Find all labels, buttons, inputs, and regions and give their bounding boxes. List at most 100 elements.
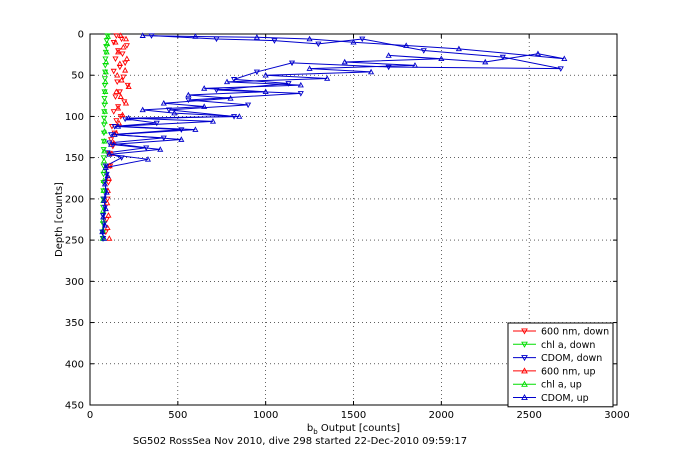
data-point <box>123 43 130 49</box>
data-point <box>297 81 304 88</box>
data-point <box>178 136 185 142</box>
data-point <box>102 163 109 170</box>
data-point <box>178 127 185 133</box>
legend-label: CDOM, down <box>541 353 602 364</box>
data-point <box>100 187 107 193</box>
data-point <box>117 32 124 38</box>
data-point <box>115 48 122 55</box>
data-point <box>113 33 120 39</box>
data-point <box>253 34 260 40</box>
legend-marker <box>521 367 528 374</box>
data-point <box>110 39 117 46</box>
data-point <box>534 50 542 57</box>
data-point <box>420 48 427 54</box>
data-point <box>122 35 130 42</box>
data-point <box>106 151 113 157</box>
legend-label: 600 nm, down <box>541 327 609 338</box>
series-5 <box>99 32 568 241</box>
y-tick-label: 300 <box>65 277 84 288</box>
data-point <box>245 102 252 109</box>
data-point <box>438 55 445 62</box>
data-point <box>108 150 116 156</box>
legend-marker <box>521 355 528 362</box>
data-point <box>120 74 127 81</box>
figure-caption: SG502 RossSea Nov 2010, dive 298 started… <box>133 436 467 447</box>
data-point <box>171 109 178 116</box>
data-point <box>403 42 410 48</box>
data-point <box>111 131 118 137</box>
x-axis-label-rest: Output [counts] <box>318 423 400 434</box>
data-point <box>125 83 132 90</box>
y-axis-label: Depth [counts] <box>54 182 65 257</box>
data-point <box>315 41 322 48</box>
data-point <box>192 126 199 132</box>
data-point <box>139 32 146 38</box>
data-point <box>112 56 119 62</box>
x-tick-label: 1000 <box>253 410 278 421</box>
data-point <box>306 35 313 42</box>
data-point <box>113 88 120 95</box>
data-point <box>101 222 108 228</box>
data-point <box>122 100 130 106</box>
data-point <box>201 103 208 109</box>
data-point <box>112 39 119 45</box>
data-point <box>101 180 108 187</box>
y-tick-label: 450 <box>65 401 84 412</box>
data-point <box>110 109 117 115</box>
x-tick-label: 1500 <box>341 410 366 421</box>
data-point <box>99 228 106 235</box>
data-point <box>125 114 132 121</box>
data-point <box>110 68 117 75</box>
data-point <box>100 155 107 161</box>
data-point <box>101 137 108 144</box>
data-point <box>100 213 107 219</box>
data-point <box>122 60 129 67</box>
data-point <box>118 76 125 83</box>
legend-box <box>507 322 614 408</box>
data-point <box>324 75 331 81</box>
data-point <box>100 197 108 203</box>
data-point <box>100 115 108 122</box>
data-point <box>102 68 109 75</box>
data-point <box>104 196 111 203</box>
x-tick-label: 500 <box>168 410 187 421</box>
data-point <box>236 113 243 119</box>
y-tick-label: 100 <box>65 112 84 123</box>
data-point <box>115 123 122 129</box>
data-point <box>144 156 152 162</box>
data-point <box>115 104 122 110</box>
x-axis-label: bb Output [counts] <box>307 423 400 436</box>
legend-label: CDOM, up <box>541 393 589 404</box>
data-point <box>103 189 110 195</box>
data-point <box>359 36 366 43</box>
data-point <box>297 91 304 97</box>
data-point <box>113 118 120 124</box>
data-point <box>102 205 109 212</box>
legend-marker <box>521 380 528 387</box>
data-point <box>341 58 348 65</box>
data-point <box>101 128 108 134</box>
data-point <box>101 147 108 154</box>
axis-ticks: 0 500 1000 1500 2000 2500 3000 0 50 100 150 200 250 3… <box>65 30 630 422</box>
y-tick-label: 250 <box>65 236 84 247</box>
data-point <box>482 58 489 65</box>
legend-label: 600 nm, up <box>541 366 596 377</box>
data-point <box>153 120 160 127</box>
legend-marker <box>521 341 528 348</box>
data-point <box>112 94 119 100</box>
data-point <box>119 51 126 58</box>
data-point <box>115 48 122 54</box>
data-point <box>119 111 126 118</box>
legend-marker <box>521 393 528 401</box>
data-point <box>499 54 506 61</box>
data-point <box>209 118 217 124</box>
data-point <box>103 44 110 50</box>
series-2 <box>99 33 564 242</box>
data-point <box>120 43 127 50</box>
data-point <box>253 69 260 76</box>
data-point <box>262 88 269 95</box>
series-3 <box>104 32 132 241</box>
data-point <box>230 77 238 83</box>
legend-label: chl a, up <box>541 380 582 391</box>
